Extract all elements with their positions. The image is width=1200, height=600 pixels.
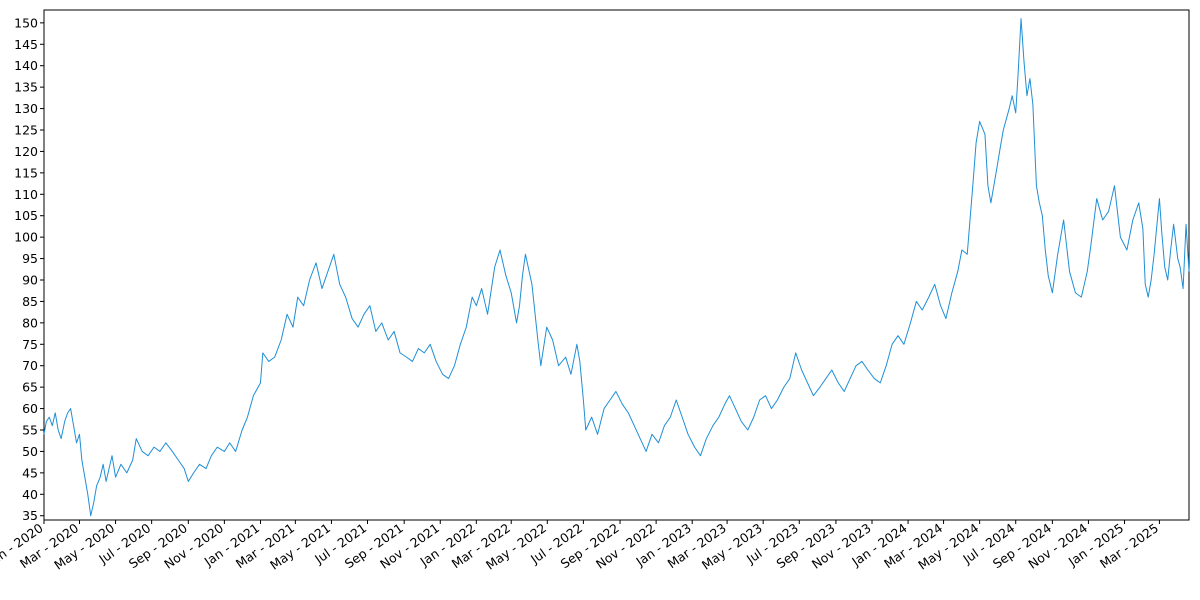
y-tick-label: 85 xyxy=(22,294,38,309)
y-tick-label: 45 xyxy=(22,465,38,480)
y-tick-label: 55 xyxy=(22,423,38,438)
y-tick-label: 65 xyxy=(22,380,38,395)
plot-area xyxy=(43,9,1190,521)
y-tick-label: 100 xyxy=(14,230,38,245)
y-tick-label: 115 xyxy=(14,165,38,180)
series-line xyxy=(43,18,1190,517)
y-tick-label: 150 xyxy=(14,15,38,30)
y-tick-label: 125 xyxy=(14,123,38,138)
y-tick-label: 70 xyxy=(22,358,38,373)
y-tick-label: 105 xyxy=(14,208,38,223)
y-tick-label: 80 xyxy=(22,315,38,330)
y-tick-label: 145 xyxy=(14,37,38,52)
y-tick-label: 140 xyxy=(14,58,38,73)
y-tick-label: 60 xyxy=(22,401,38,416)
y-tick-label: 40 xyxy=(22,487,38,502)
y-tick-label: 35 xyxy=(22,508,38,523)
y-tick-label: 75 xyxy=(22,337,38,352)
y-tick-label: 120 xyxy=(14,144,38,159)
y-tick-label: 130 xyxy=(14,101,38,116)
y-tick-label: 90 xyxy=(22,273,38,288)
y-tick-label: 135 xyxy=(14,80,38,95)
series-layer xyxy=(43,18,1190,517)
y-tick-label: 50 xyxy=(22,444,38,459)
y-tick-label: 110 xyxy=(14,187,38,202)
y-tick-label: 95 xyxy=(22,251,38,266)
y-axis: 35 40 45 50 55 60 65 70 75 80 85 90 95 100 105 110 115 12… xyxy=(14,15,44,523)
